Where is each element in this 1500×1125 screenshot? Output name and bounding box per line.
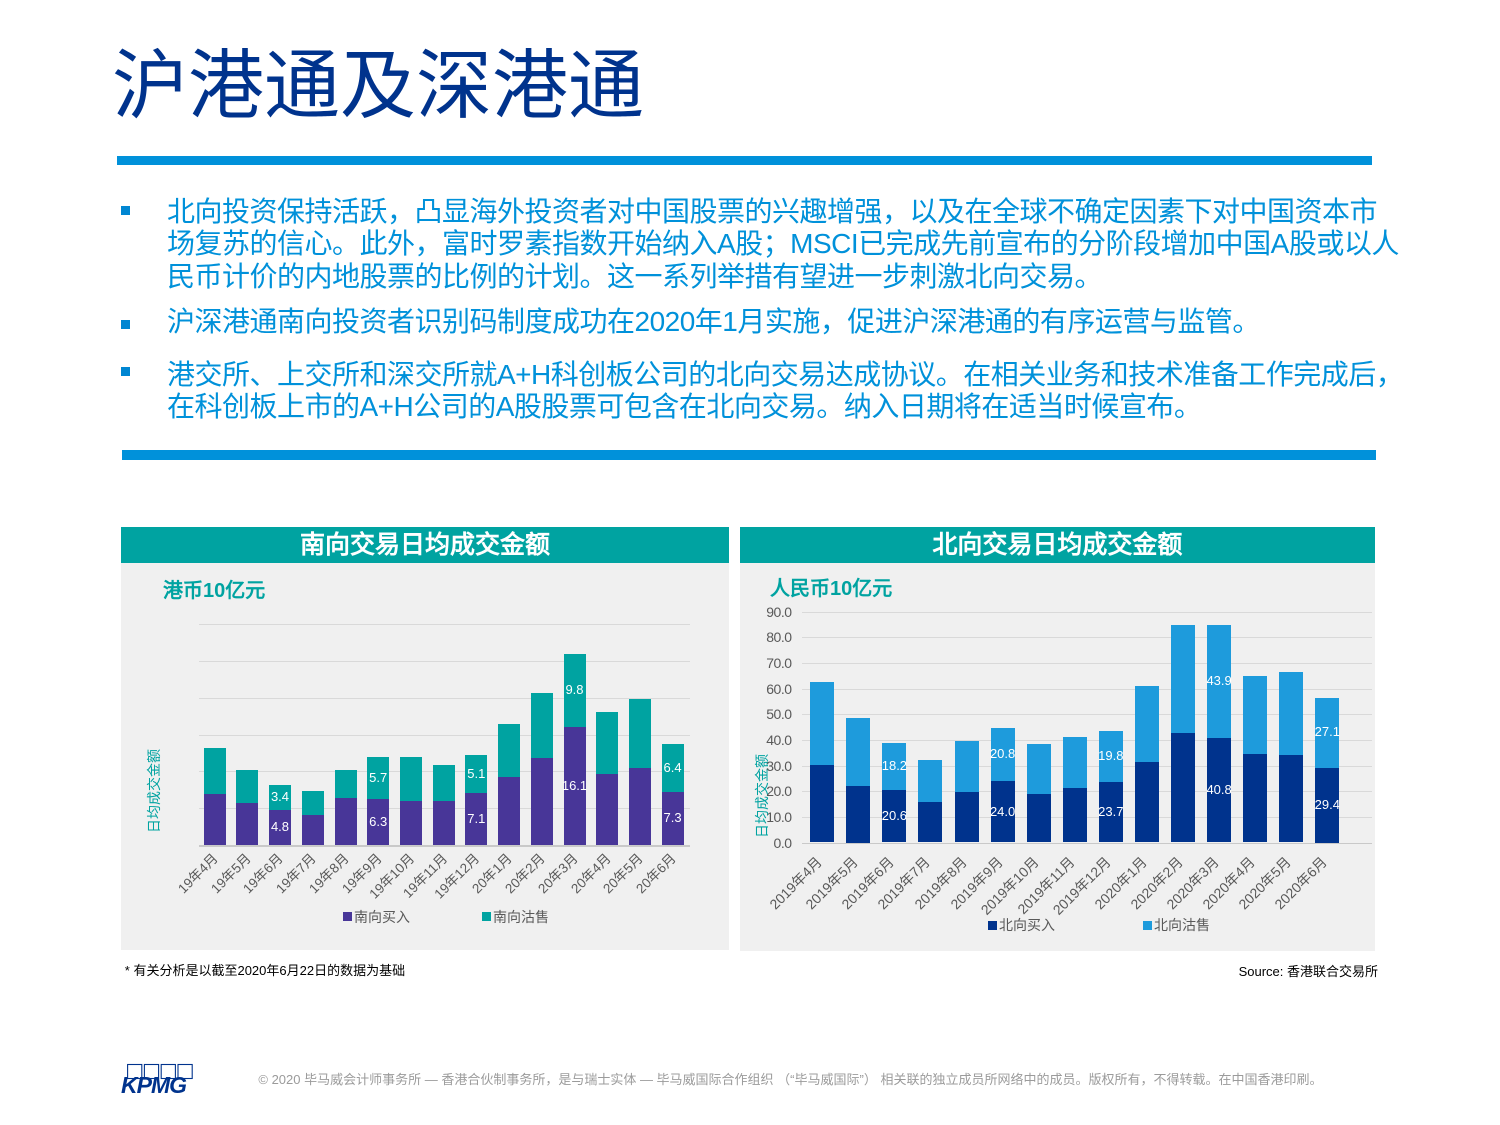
svg-text:KPMG: KPMG <box>121 1072 187 1095</box>
